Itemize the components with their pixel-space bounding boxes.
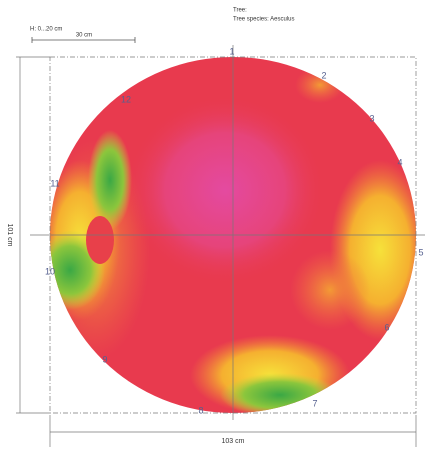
sensor-label: 11 [50, 178, 59, 188]
sensor-label: 1 [229, 46, 234, 56]
tree-label: Tree: [233, 8, 247, 14]
height-label: H: 0...20 cm [30, 27, 62, 33]
species-label: Tree species: Aesculus [233, 17, 294, 23]
sensor-label: 8 [198, 405, 203, 415]
sensor-label: 12 [121, 94, 131, 104]
sensor-label: 9 [102, 354, 107, 364]
sensor-label: 10 [45, 266, 55, 276]
height-dimension: 101 cm [6, 224, 13, 247]
sensor-label: 4 [397, 157, 402, 167]
sensor-label: 3 [369, 113, 374, 123]
sensor-label: 5 [418, 247, 423, 257]
scale-bar [31, 37, 136, 43]
width-dimension: 103 cm [222, 438, 245, 445]
sensor-label: 7 [312, 398, 317, 408]
sensor-label: 2 [321, 70, 326, 80]
frame [16, 45, 425, 447]
scale-bar-label: 30 cm [76, 33, 92, 39]
sensor-label: 6 [384, 322, 389, 332]
